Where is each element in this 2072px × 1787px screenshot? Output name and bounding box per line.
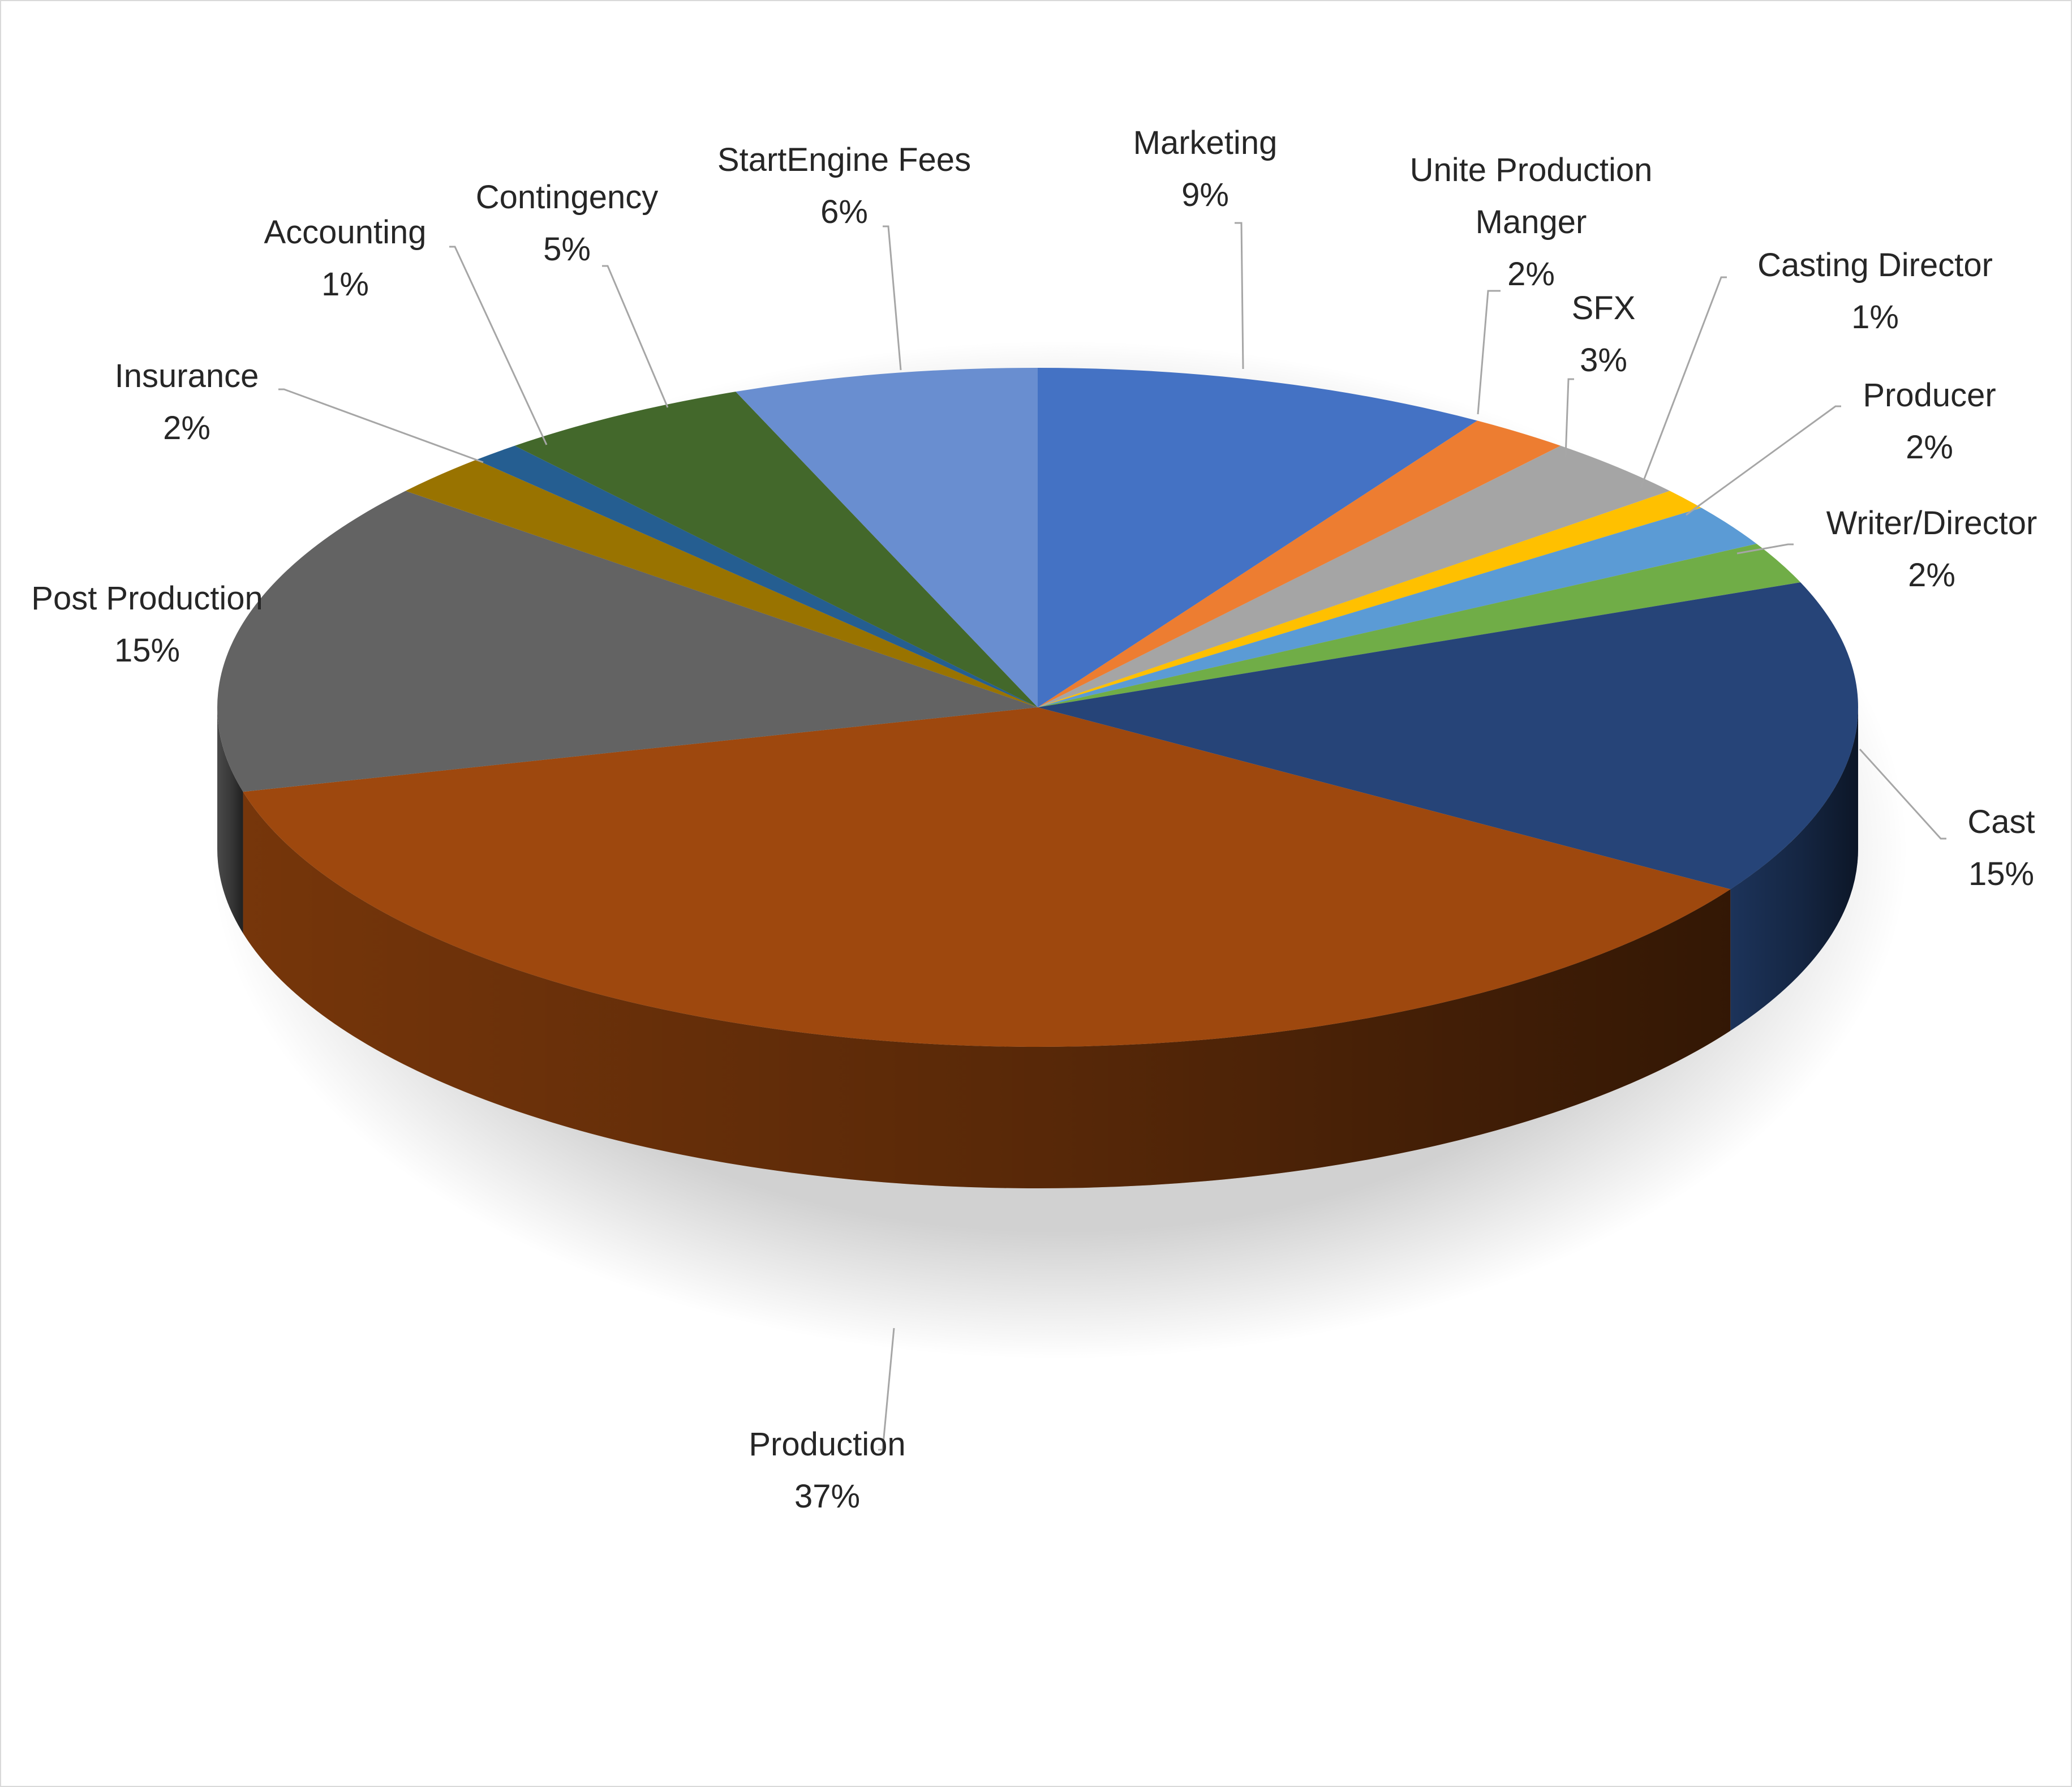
slice-production — [243, 707, 1731, 1047]
slice-name-casting-director: Casting Director — [1757, 247, 1993, 283]
slice-name-post-production: Post Production — [31, 580, 263, 617]
slice-side-shade-production — [243, 792, 1731, 1188]
slice-label-post-production: Post Production 15% — [31, 580, 263, 669]
slice-percent-insurance: 2% — [163, 410, 210, 446]
slice-side-shade-post-production — [217, 707, 243, 934]
slice-percent-production: 37% — [794, 1478, 860, 1515]
slice-percent-writer-director: 2% — [1908, 557, 1955, 594]
slice-casting-director — [1038, 491, 1702, 707]
leader-line-unite-production-manger — [1477, 290, 1501, 415]
leader-line-writer-director — [1736, 543, 1794, 555]
slice-sfx — [1038, 445, 1670, 707]
slice-label-casting-director: Casting Director 1% — [1757, 247, 1993, 336]
leader-line-startengine-fees — [883, 225, 902, 371]
leader-lines — [278, 222, 1946, 1451]
slice-marketing — [1038, 368, 1477, 707]
slice-post-production — [217, 491, 1038, 792]
slice-startengine-fees — [736, 368, 1038, 707]
leader-line-contingency — [602, 265, 669, 408]
slice-name-producer: Producer — [1863, 377, 1996, 414]
slice-label-production: Production 37% — [749, 1426, 905, 1515]
slice-percent-marketing: 9% — [1181, 177, 1229, 213]
leader-line-marketing — [1235, 222, 1244, 370]
slice-percent-sfx: 3% — [1580, 342, 1627, 379]
slice-label-insurance: Insurance 2% — [115, 358, 259, 446]
leader-line-producer — [1686, 405, 1841, 516]
leader-line-accounting — [449, 246, 548, 445]
slice-name-contingency: Contingency — [476, 179, 658, 216]
slice-percent-producer: 2% — [1906, 429, 1953, 466]
slice-percent-unite-production-manger: 2% — [1507, 256, 1555, 293]
slice-name-cast: Cast — [1967, 804, 2035, 840]
slice-cast — [1038, 582, 1859, 890]
slice-label-sfx: SFX 3% — [1572, 290, 1636, 379]
slice-label-writer-director: Writer/Director 2% — [1826, 505, 2037, 594]
slice-labels: Marketing 9% Unite Production Manger 2% SFX 3%… — [31, 124, 2037, 1515]
slice-label-unite-production-manger: Unite Production Manger 2% — [1410, 152, 1653, 293]
slice-name-accounting: Accounting — [264, 214, 427, 251]
leader-line-sfx — [1564, 378, 1574, 457]
slice-name-sfx: SFX — [1572, 290, 1636, 327]
slice-producer — [1038, 508, 1757, 707]
slice-writer-director — [1038, 543, 1801, 707]
pie-sides — [217, 707, 1858, 1188]
slice-percent-post-production: 15% — [114, 632, 180, 669]
slice-percent-casting-director: 1% — [1851, 299, 1899, 336]
slice-label-contingency: Contingency 5% — [476, 179, 658, 268]
slice-insurance — [405, 459, 1038, 707]
slice-percent-accounting: 1% — [321, 266, 369, 303]
leader-line-insurance — [278, 388, 484, 463]
slice-name-production: Production — [749, 1426, 905, 1463]
slice-unite-production-manger — [1038, 420, 1561, 707]
leader-line-cast — [1859, 748, 1946, 840]
slice-name-insurance: Insurance — [115, 358, 259, 394]
slice-label-marketing: Marketing 9% — [1133, 124, 1278, 213]
slice-label-cast: Cast 15% — [1967, 804, 2035, 892]
slice-percent-startengine-fees: 6% — [820, 194, 868, 230]
leader-line-production — [878, 1328, 895, 1451]
leader-line-casting-director — [1640, 276, 1727, 488]
slice-percent-cast: 15% — [1968, 856, 2034, 892]
slice-name-unite-production-manger-line-1: Unite Production — [1410, 152, 1653, 188]
slice-percent-contingency: 5% — [543, 231, 591, 268]
slice-accounting — [476, 445, 1038, 707]
slice-contingency — [514, 392, 1038, 707]
slice-name-marketing: Marketing — [1133, 124, 1278, 161]
slice-name-startengine-fees: StartEngine Fees — [717, 141, 971, 178]
slice-name-unite-production-manger-line-2: Manger — [1476, 204, 1587, 240]
slice-label-producer: Producer 2% — [1863, 377, 1996, 466]
slice-side-shade-cast — [1730, 707, 1858, 1031]
slice-label-startengine-fees: StartEngine Fees 6% — [717, 141, 971, 230]
pie-tops — [217, 368, 1859, 1047]
slice-label-accounting: Accounting 1% — [264, 214, 427, 303]
slice-name-writer-director: Writer/Director — [1826, 505, 2037, 542]
